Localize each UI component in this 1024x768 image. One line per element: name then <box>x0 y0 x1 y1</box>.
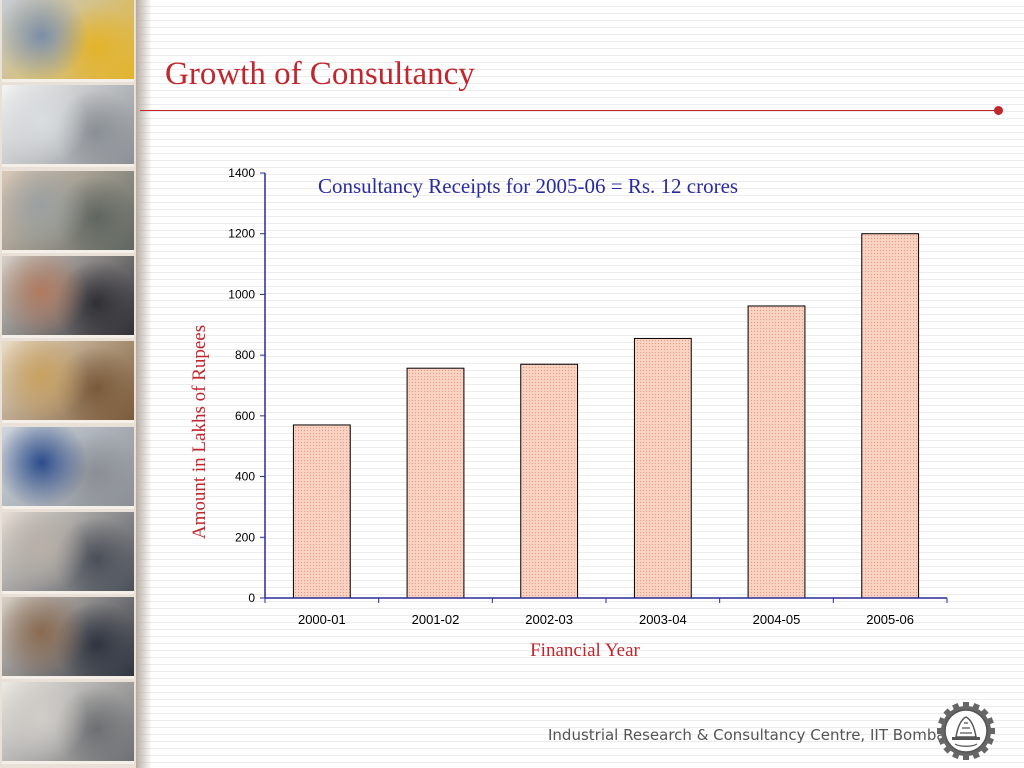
photo-machinery <box>2 0 134 82</box>
photo-electronics-bench <box>2 682 134 765</box>
y-tick-label: 1200 <box>228 227 255 241</box>
title-rule-dot <box>994 106 1003 115</box>
x-tick-label: 2003-04 <box>639 612 687 627</box>
x-tick-label: 2001-02 <box>412 612 460 627</box>
bar-2005-06 <box>861 233 920 599</box>
photo-workstation <box>2 597 134 680</box>
bar-2004-05 <box>747 305 806 599</box>
photo-strip-shadow <box>136 0 152 768</box>
footer-text: Industrial Research & Consultancy Centre… <box>548 726 955 744</box>
slide-title: Growth of Consultancy <box>165 56 475 92</box>
x-tick-label: 2000-01 <box>298 612 346 627</box>
bar-chart: 0 200 400 600 800 1000 1200 1400 2000-01 2001-02… <box>189 166 948 661</box>
photo-blue-equipment <box>2 426 134 509</box>
x-tick-label: 2004-05 <box>753 612 801 627</box>
iit-bombay-logo <box>937 702 995 760</box>
chart-title: Consultancy Receipts for 2005-06 = Rs. 1… <box>318 174 738 198</box>
y-tick-label: 400 <box>235 470 255 484</box>
x-tick-label: 2005-06 <box>866 612 914 627</box>
y-tick-label: 600 <box>235 409 255 423</box>
y-axis-label: Amount in Lakhs of Rupees <box>189 325 210 539</box>
photo-building-interior <box>2 341 134 424</box>
y-tick-label: 800 <box>235 348 255 362</box>
x-tick-label: 2002-03 <box>525 612 573 627</box>
x-axis-label: Financial Year <box>530 640 640 661</box>
photo-lab-instrument <box>2 85 134 168</box>
y-tick-label: 200 <box>235 530 255 544</box>
photo-computer-lab <box>2 511 134 594</box>
bar-2003-04 <box>633 337 692 599</box>
y-tick-label: 1000 <box>228 287 255 301</box>
bar-2002-03 <box>520 363 579 599</box>
y-tick-label: 0 <box>248 591 255 605</box>
bar-2001-02 <box>406 367 465 599</box>
photo-test-rig <box>2 255 134 338</box>
photo-strip <box>0 0 138 768</box>
bar-2000-01 <box>292 424 351 599</box>
photo-researcher-microscope <box>2 170 134 253</box>
title-rule <box>140 110 996 111</box>
y-tick-label: 1400 <box>228 166 255 180</box>
